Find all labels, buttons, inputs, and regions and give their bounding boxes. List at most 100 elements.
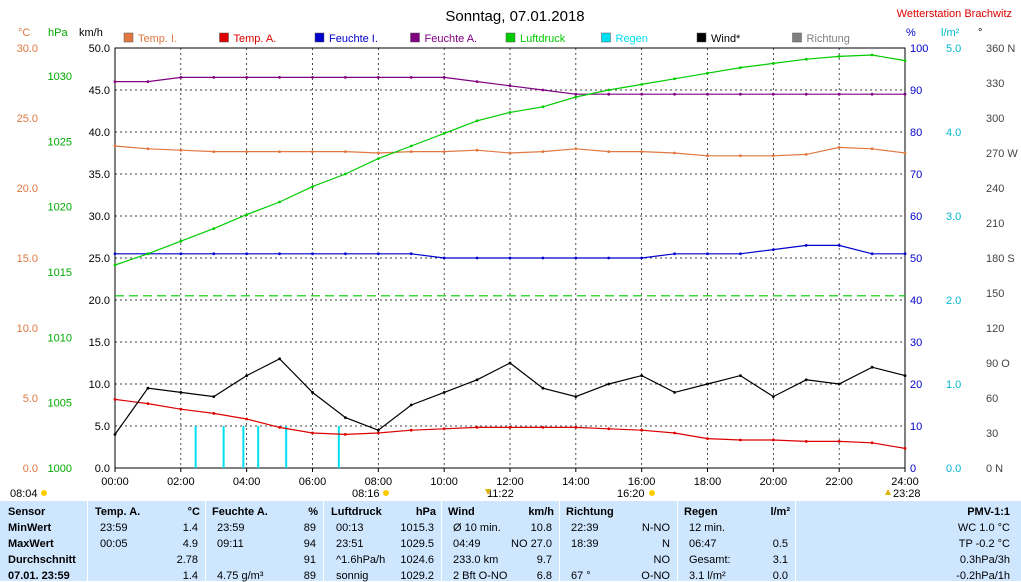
data-point-wind xyxy=(311,391,314,394)
table-cell: 22:39 xyxy=(571,522,599,534)
data-point-feuchte-a xyxy=(706,92,709,96)
data-point-wind xyxy=(376,428,380,432)
wind-tick-label: 15.0 xyxy=(89,337,110,349)
data-point-wind xyxy=(903,374,907,377)
data-point-temp-i xyxy=(113,144,117,148)
data-point-temp-a xyxy=(344,433,347,436)
table-cell: Temp. A. xyxy=(95,506,141,518)
data-point-feuchte-i xyxy=(837,244,841,247)
data-point-luftdruck xyxy=(837,55,841,58)
table-cell: 89 xyxy=(303,570,316,582)
data-point-temp-i xyxy=(739,154,742,158)
data-point-luftdruck xyxy=(442,132,446,135)
data-point-feuchte-a xyxy=(113,80,117,83)
data-point-feuchte-i xyxy=(212,252,216,256)
table-cell: -0.2hPa/1h xyxy=(956,570,1010,582)
pressure-unit: hPa xyxy=(48,27,68,39)
legend-label: Wind* xyxy=(711,33,741,45)
rain-tick-label: 2.0 xyxy=(946,295,961,307)
table-cell: 94 xyxy=(303,538,316,550)
wind-tick-label: 25.0 xyxy=(89,253,110,265)
table-cell: % xyxy=(308,506,318,518)
legend-label: Luftdruck xyxy=(520,33,566,45)
x-tick-label: 10:00 xyxy=(430,476,458,488)
x-tick-label: 04:00 xyxy=(233,476,261,488)
data-point-wind xyxy=(475,378,479,382)
data-point-temp-a xyxy=(376,431,380,435)
data-point-feuchte-i xyxy=(706,252,709,256)
data-point-feuchte-i xyxy=(903,252,907,256)
legend-swatch xyxy=(123,32,134,43)
sunrise-left-time: 08:04 xyxy=(10,488,38,500)
direction-tick-label: 0 N xyxy=(986,463,1003,475)
table-cell: N-NO xyxy=(641,522,670,534)
sun-marker-set xyxy=(649,490,655,496)
table-cell: 89 xyxy=(303,522,316,534)
table-cell: 0.5 xyxy=(772,538,788,550)
direction-tick-label: 360 N xyxy=(986,43,1015,55)
data-point-luftdruck xyxy=(541,105,545,109)
data-point-feuchte-i xyxy=(475,256,479,260)
table-cell: ^1.6hPa/h xyxy=(336,554,386,566)
data-point-feuchte-i xyxy=(607,256,611,260)
data-point-feuchte-i xyxy=(311,252,314,256)
data-point-feuchte-a xyxy=(146,80,150,83)
data-point-temp-i xyxy=(245,150,249,154)
table-cell: 1029.2 xyxy=(400,570,434,582)
direction-tick-label: 150 xyxy=(986,288,1004,300)
temp-tick-label: 5.0 xyxy=(23,393,38,405)
data-point-temp-a xyxy=(442,427,446,431)
data-point-temp-a xyxy=(541,426,545,429)
data-point-temp-a xyxy=(508,426,512,429)
temp-tick-label: 10.0 xyxy=(17,323,38,335)
data-point-temp-a xyxy=(903,447,907,450)
table-cell: WC 1.0 °C xyxy=(957,522,1010,534)
pressure-tick-label: 1030 xyxy=(48,71,72,83)
table-cell: NO xyxy=(653,554,671,566)
data-point-feuchte-a xyxy=(804,92,808,96)
legend-swatch xyxy=(219,32,229,43)
table-cell: NO 27.0 xyxy=(511,538,552,550)
data-point-wind xyxy=(442,391,446,394)
data-point-temp-a xyxy=(113,398,117,401)
data-point-wind xyxy=(212,395,216,398)
table-cell: 9.7 xyxy=(536,554,552,566)
table-cell: Ø 10 min. xyxy=(453,522,501,534)
data-point-luftdruck xyxy=(409,144,413,148)
chart-series xyxy=(113,53,907,450)
direction-tick-label: 270 W xyxy=(986,148,1018,160)
data-point-temp-a xyxy=(673,431,676,435)
data-point-temp-i xyxy=(376,151,380,155)
data-point-temp-i xyxy=(508,151,512,155)
data-point-feuchte-i xyxy=(113,252,117,256)
data-point-feuchte-a xyxy=(771,92,775,96)
wind-tick-label: 5.0 xyxy=(95,421,110,433)
sunset-time: 16:20 xyxy=(617,488,645,500)
data-point-wind xyxy=(640,374,644,377)
data-point-feuchte-i xyxy=(870,252,874,256)
table-cell: 1.4 xyxy=(182,522,198,534)
data-point-luftdruck xyxy=(212,227,216,231)
data-point-wind xyxy=(113,433,117,436)
table-cell: Durchschnitt xyxy=(8,554,76,566)
table-cell: 00:05 xyxy=(100,538,128,550)
rain-tick-label: 4.0 xyxy=(946,127,961,139)
humidity-tick-label: 10 xyxy=(910,421,922,433)
table-cell: 1029.5 xyxy=(400,538,434,550)
pressure-tick-label: 1005 xyxy=(48,398,72,410)
temp-unit: °C xyxy=(18,27,30,39)
data-point-luftdruck xyxy=(245,213,249,217)
x-tick-label: 02:00 xyxy=(167,476,195,488)
data-point-luftdruck xyxy=(508,111,512,114)
data-point-feuchte-i xyxy=(541,256,545,260)
legend-label: Feuchte A. xyxy=(425,33,478,45)
data-point-temp-a xyxy=(179,407,183,411)
table-cell: 06:47 xyxy=(689,538,717,550)
table-cell: 00:13 xyxy=(336,522,364,534)
data-point-feuchte-a xyxy=(311,76,314,79)
direction-tick-label: 300 xyxy=(986,113,1004,125)
table-cell: 18:39 xyxy=(571,538,599,550)
data-point-feuchte-a xyxy=(640,92,644,96)
rain-bars xyxy=(194,426,340,468)
direction-tick-label: 90 O xyxy=(986,358,1010,370)
